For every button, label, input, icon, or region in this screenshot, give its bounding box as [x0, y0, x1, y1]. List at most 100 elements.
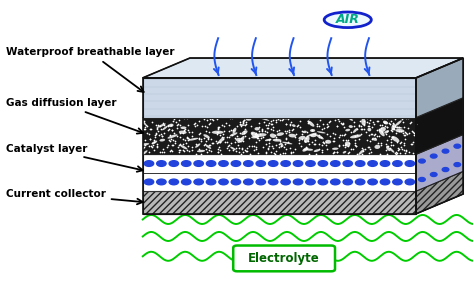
Point — [233, 146, 240, 150]
Point — [383, 124, 391, 129]
Point — [241, 126, 248, 131]
Point — [150, 139, 157, 144]
Point — [275, 145, 283, 150]
Point — [179, 136, 187, 141]
Point — [182, 127, 189, 131]
Point — [284, 117, 292, 122]
Point — [375, 128, 383, 133]
Point — [255, 138, 263, 142]
Point — [305, 152, 312, 156]
Point — [225, 142, 232, 147]
Point — [364, 124, 371, 128]
Polygon shape — [416, 58, 463, 118]
Point — [231, 136, 239, 141]
Point — [373, 119, 381, 123]
Point — [268, 119, 275, 124]
Point — [171, 117, 178, 121]
Point — [347, 130, 355, 135]
Point — [140, 144, 148, 149]
Point — [164, 127, 172, 132]
Circle shape — [419, 159, 425, 163]
Point — [188, 129, 196, 134]
Point — [345, 143, 352, 148]
Ellipse shape — [180, 145, 187, 149]
Point — [282, 141, 289, 146]
Point — [376, 134, 383, 138]
Point — [169, 128, 176, 132]
Point — [252, 146, 260, 151]
Point — [403, 131, 410, 136]
Point — [255, 128, 263, 133]
Point — [185, 137, 193, 142]
Circle shape — [405, 179, 415, 185]
Point — [191, 122, 198, 126]
Ellipse shape — [307, 133, 317, 136]
Text: AIR: AIR — [336, 13, 360, 26]
Point — [365, 132, 373, 137]
Point — [184, 135, 191, 140]
Polygon shape — [143, 134, 463, 154]
Point — [278, 118, 285, 123]
Point — [170, 131, 177, 136]
Point — [321, 126, 328, 130]
Point — [401, 147, 408, 152]
Ellipse shape — [367, 128, 371, 131]
Point — [409, 151, 417, 155]
Point — [142, 124, 149, 129]
Point — [283, 129, 291, 133]
Point — [366, 118, 374, 122]
Point — [245, 116, 252, 120]
Point — [299, 137, 306, 142]
Ellipse shape — [251, 132, 259, 138]
Point — [140, 127, 148, 132]
Point — [392, 150, 400, 154]
Point — [370, 133, 378, 138]
Text: Waterproof breathable layer: Waterproof breathable layer — [6, 47, 174, 92]
Point — [176, 131, 183, 136]
Point — [280, 144, 287, 149]
Point — [282, 122, 289, 126]
Point — [334, 123, 341, 128]
Point — [219, 136, 227, 141]
Ellipse shape — [361, 118, 366, 126]
Ellipse shape — [394, 127, 402, 129]
Point — [159, 133, 166, 138]
Ellipse shape — [379, 130, 385, 136]
Point — [184, 122, 191, 127]
Point — [302, 135, 310, 140]
Point — [396, 129, 403, 134]
Ellipse shape — [273, 139, 282, 142]
Point — [399, 120, 406, 124]
Point — [306, 142, 313, 146]
Point — [269, 118, 276, 123]
Point — [339, 143, 346, 147]
Point — [214, 150, 222, 154]
Point — [342, 142, 349, 147]
Point — [286, 122, 294, 127]
Point — [377, 126, 385, 130]
Point — [320, 141, 328, 145]
Ellipse shape — [277, 132, 284, 136]
Ellipse shape — [306, 149, 313, 151]
Point — [389, 143, 397, 148]
Point — [334, 124, 341, 128]
Ellipse shape — [142, 150, 147, 155]
Text: Catalyst layer: Catalyst layer — [6, 144, 143, 172]
Ellipse shape — [152, 141, 157, 144]
Point — [246, 151, 254, 156]
Point — [180, 129, 187, 133]
Point — [397, 145, 405, 150]
Point — [168, 149, 176, 154]
Point — [369, 120, 376, 124]
Circle shape — [430, 172, 437, 176]
Circle shape — [419, 178, 425, 181]
Point — [237, 123, 245, 128]
Point — [262, 150, 270, 155]
Point — [154, 126, 161, 131]
Point — [330, 136, 337, 141]
Point — [351, 137, 358, 142]
Point — [159, 146, 167, 151]
Point — [410, 140, 417, 144]
Point — [175, 148, 182, 152]
Circle shape — [194, 161, 203, 166]
